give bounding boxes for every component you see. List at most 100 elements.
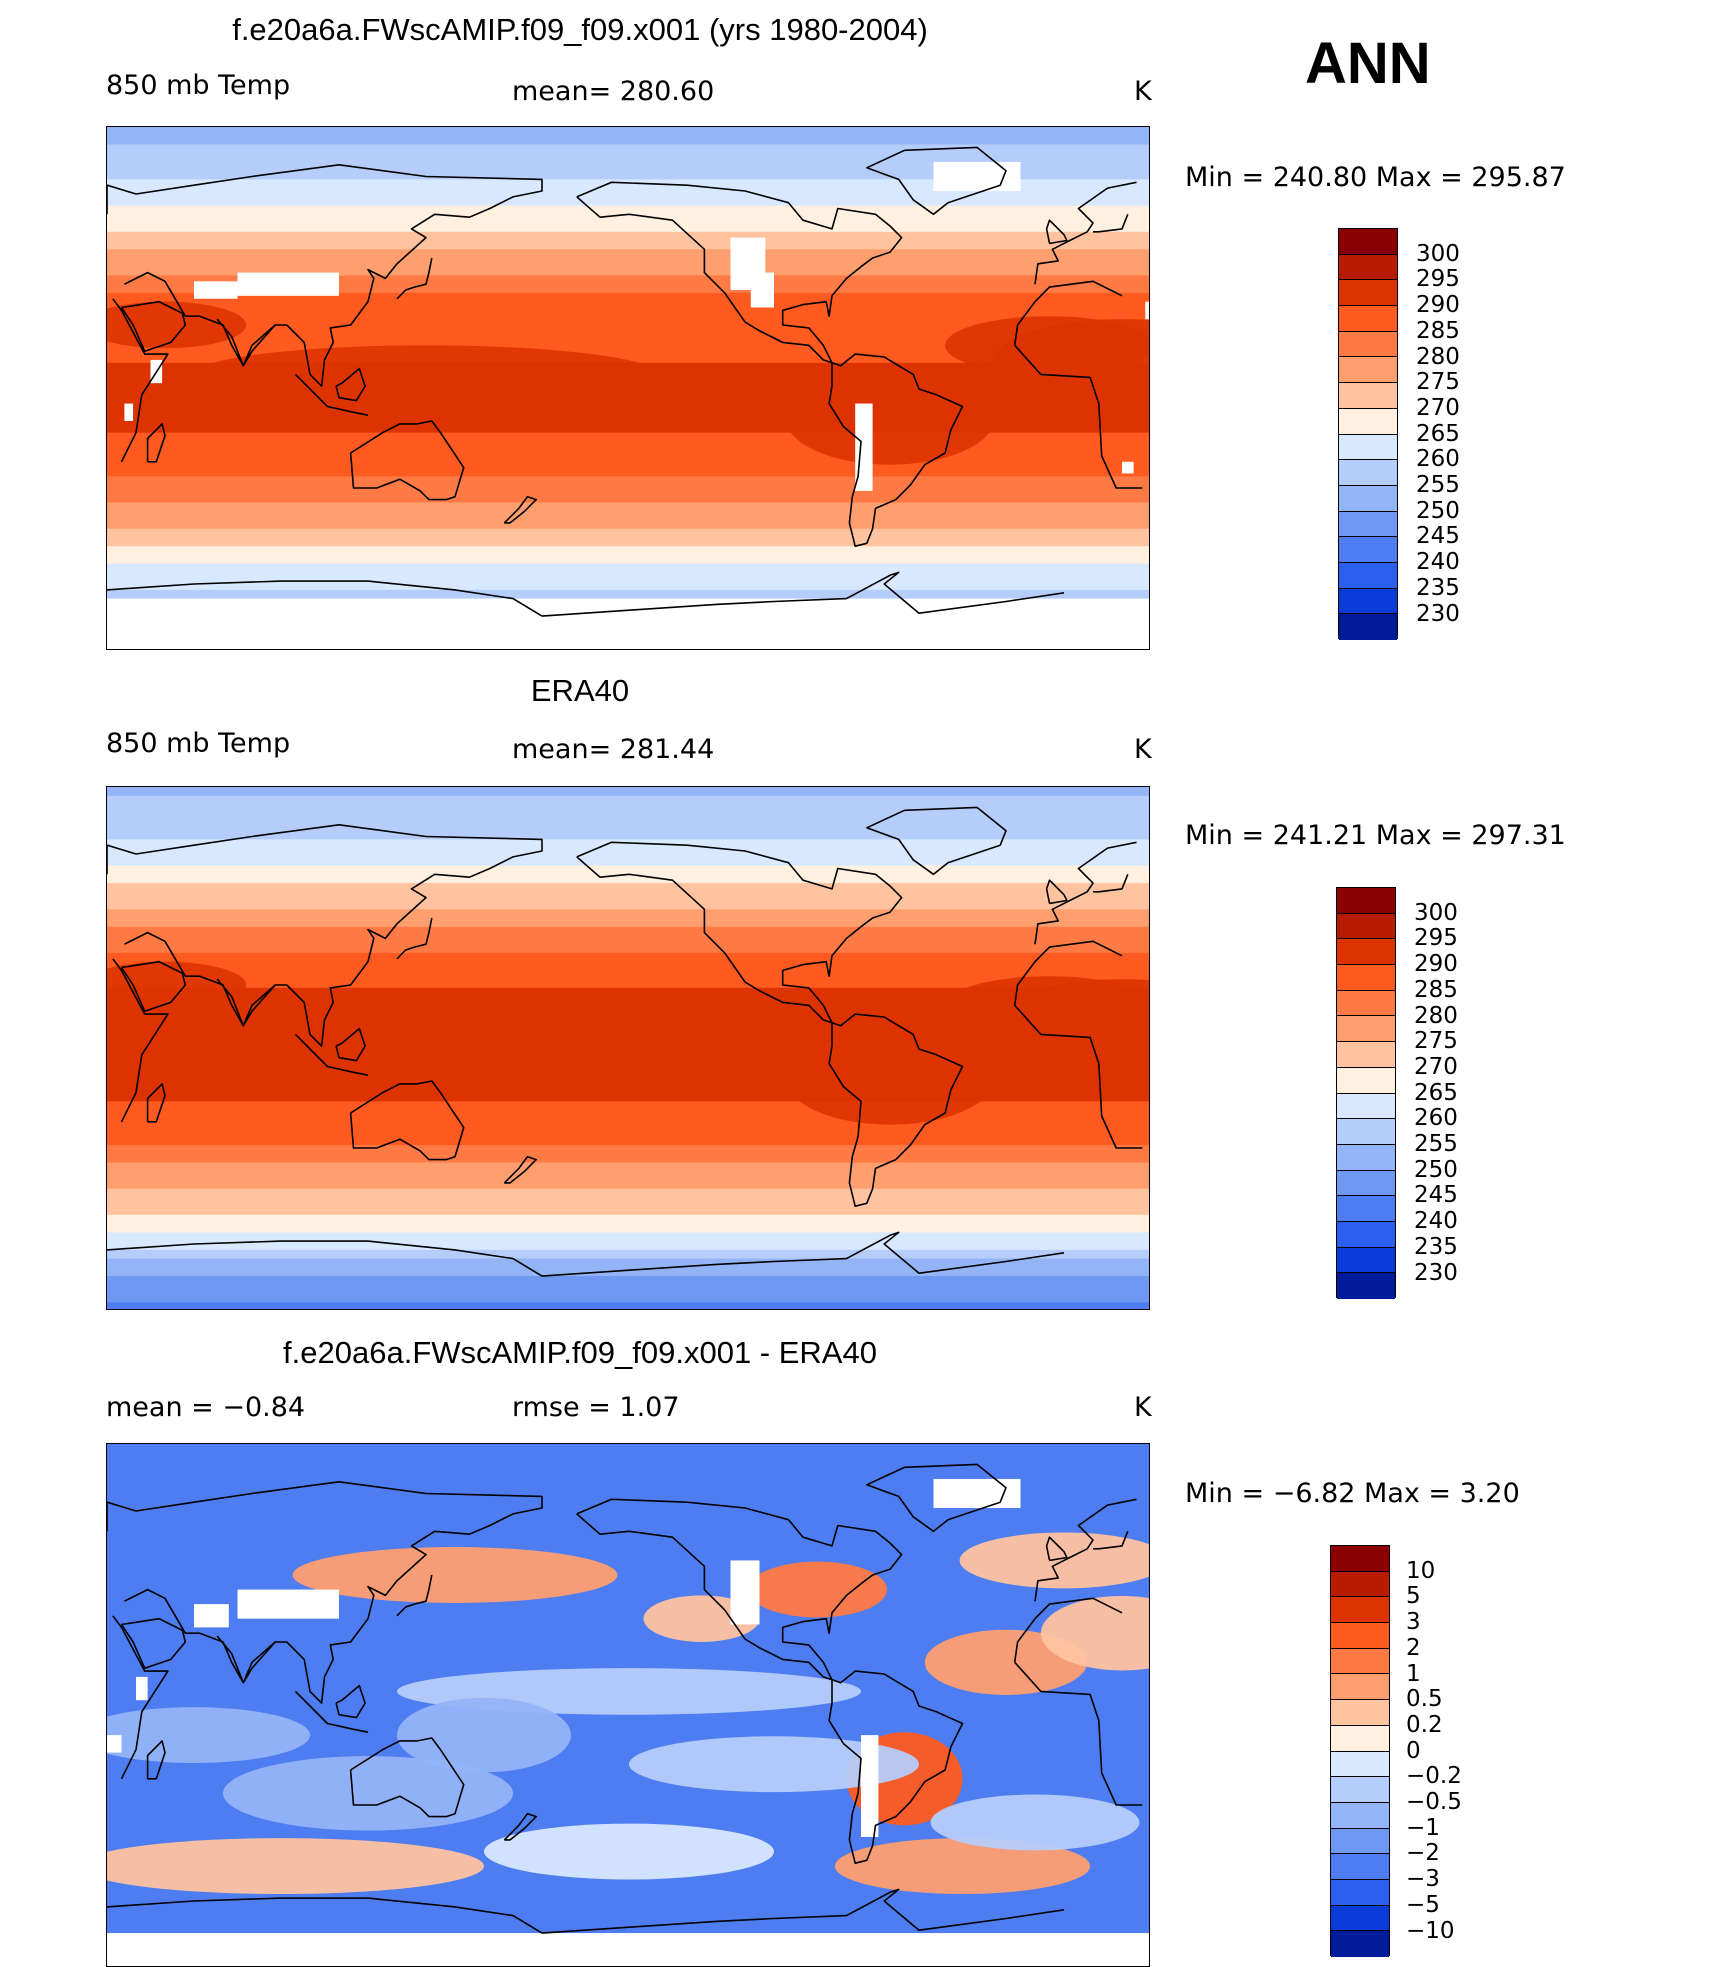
temperature-band (107, 1014, 1149, 1024)
temperature-band (107, 1241, 1149, 1251)
colorbar-cell (1331, 1905, 1389, 1932)
coastline-australia (349, 420, 465, 501)
colorbar-tick-label: 300 (1416, 240, 1460, 267)
temperature-band (107, 485, 1149, 495)
temperature-band (107, 1101, 1149, 1111)
coastline-india (216, 318, 276, 367)
panel1-title: f.e20a6a.FWscAMIP.f09_f09.x001 (yrs 1980… (232, 12, 928, 47)
colorbar-tick-label: 5 (1406, 1583, 1421, 1610)
temperature-band (107, 996, 1149, 1006)
temperature-band (107, 1214, 1149, 1225)
temperature-band (107, 874, 1149, 884)
colorbar-cell (1337, 1247, 1395, 1274)
panel1-minmax: Min = 240.80 Max = 295.87 (1185, 162, 1566, 193)
temperature-band (107, 345, 1149, 355)
coastline-africa (112, 1597, 1143, 1806)
colorbar-cell (1339, 383, 1397, 409)
colorbar-cell (1331, 1725, 1389, 1752)
coastline-madagascar (146, 423, 166, 463)
colorbar-cell (1331, 1854, 1389, 1880)
colorbar-tick-label: 2 (1406, 1634, 1421, 1661)
colorbar-cell (1339, 460, 1397, 486)
temperature-band (107, 1249, 1149, 1260)
coastline-eurasia (107, 1481, 543, 1704)
colorbar-cell (1337, 1067, 1395, 1094)
temperature-band (107, 275, 1149, 285)
colorbar-tick-label: 230 (1414, 1259, 1458, 1286)
colorbar-strip (1336, 887, 1396, 1299)
coastline-uk (1045, 879, 1068, 905)
coastline-uk (1045, 1536, 1068, 1562)
difference-region (1040, 1595, 1149, 1671)
missing-data (107, 1735, 122, 1753)
colorbar-cell (1337, 1144, 1395, 1171)
temperature-band (107, 839, 1149, 849)
temperature-band (107, 1258, 1149, 1268)
temperature-band (107, 804, 1149, 814)
warm-region (785, 371, 995, 465)
coastline-madagascar (146, 1083, 166, 1123)
panel3-units: K (1134, 1392, 1152, 1423)
missing-data (861, 1735, 879, 1837)
colorbar-tick-label: 235 (1416, 574, 1460, 601)
temperature-band (107, 961, 1149, 971)
colorbar-cell (1339, 434, 1397, 461)
temperature-band (107, 1066, 1149, 1076)
temperature-band (107, 223, 1149, 233)
colorbar-tick-label: −0.2 (1406, 1763, 1462, 1790)
temperature-band (107, 909, 1149, 919)
temperature-band (107, 581, 1149, 591)
coastline-greenland (866, 806, 1007, 876)
temperature-band (107, 1057, 1149, 1068)
coastline-northAmerica (576, 1498, 903, 1681)
temperature-band (107, 336, 1149, 346)
colorbar-tick-label: 0.2 (1406, 1711, 1443, 1738)
colorbar-tick-label: 0 (1406, 1737, 1421, 1764)
colorbar-tick-label: 300 (1414, 899, 1458, 926)
temperature-band (107, 1180, 1149, 1190)
panel2-minmax: Min = 241.21 Max = 297.31 (1185, 820, 1566, 851)
missing-data (750, 272, 774, 308)
colorbar-tick-label: 285 (1414, 976, 1458, 1003)
colorbar-cell (1331, 1546, 1389, 1572)
coastline-southAmerica (828, 1670, 964, 1864)
difference-region (959, 1532, 1149, 1589)
panel2-contour-plot (107, 787, 1149, 1309)
colorbar-tick-label: 265 (1416, 420, 1460, 447)
temperature-band (107, 415, 1149, 425)
temperature-band (107, 476, 1149, 486)
difference-region (930, 1794, 1140, 1851)
colorbar-cell (1339, 408, 1397, 435)
coastline-indonesia (294, 1033, 369, 1076)
colorbar-cell (1331, 1648, 1389, 1675)
temperature-band (107, 327, 1149, 338)
temperature-band (107, 1284, 1149, 1295)
missing-data (730, 1560, 760, 1625)
coastline-southAmerica (828, 353, 964, 547)
missing-data (933, 1478, 1021, 1509)
coastline-nz (503, 1812, 537, 1841)
panel3-title: f.e20a6a.FWscAMIP.f09_f09.x001 - ERA40 (283, 1335, 877, 1370)
coastline-africa (112, 280, 1143, 489)
temperature-band (107, 1276, 1149, 1286)
temperature-band (107, 292, 1149, 303)
temperature-band (107, 450, 1149, 460)
temperature-band (107, 926, 1149, 937)
temperature-band (107, 1075, 1149, 1085)
difference-region (834, 1838, 1091, 1895)
colorbar-tick-label: 3 (1406, 1609, 1421, 1636)
coastline-antarctica (107, 1888, 1065, 1934)
season-label: ANN (1305, 31, 1431, 96)
missing-data-antarctica (107, 598, 1149, 649)
coastline-northAmerica (576, 181, 903, 364)
temperature-band (107, 179, 1149, 189)
temperature-band (107, 170, 1149, 180)
colorbar-tick-label: 285 (1416, 317, 1460, 344)
coastline-europe (107, 841, 1137, 945)
temperature-band (107, 249, 1149, 259)
colorbar-cell (1331, 1777, 1389, 1803)
temperature-band (107, 389, 1149, 399)
coastline-eurasia (107, 824, 543, 1047)
missing-data-antarctica (107, 1933, 1149, 1966)
temperature-band (107, 528, 1149, 539)
